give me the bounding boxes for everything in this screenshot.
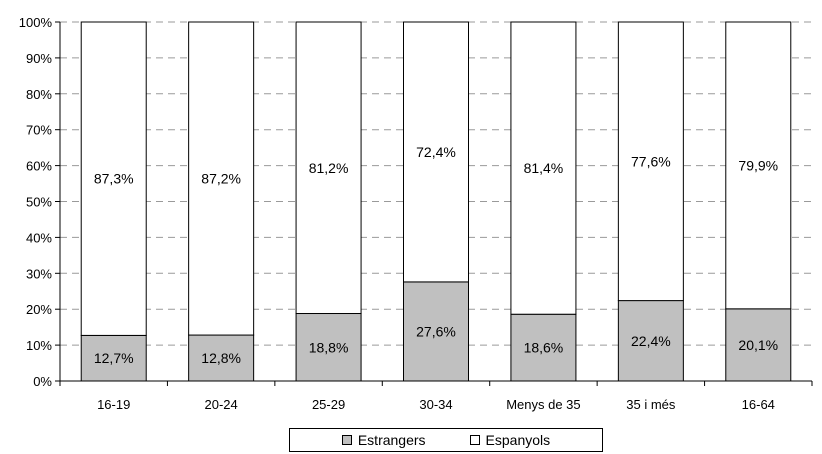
bar-espanyols (80, 21, 147, 336)
bar-label-espanyols: 87,2% (201, 171, 241, 187)
y-tick-label: 70% (26, 123, 52, 138)
x-tick-label: 30-34 (419, 397, 452, 412)
bar-label-espanyols: 77,6% (631, 153, 671, 169)
bar-estrangers (510, 313, 577, 382)
bar-label-estrangers: 12,8% (201, 350, 241, 366)
stacked-bar-chart: 12,7% 87,3% 16-19 12,8% 87,2% 20-24 18,8% 81,2%… (19, 15, 813, 412)
bar-label-estrangers: 18,6% (524, 340, 564, 356)
y-tick-label: 10% (26, 338, 52, 353)
bar-espanyols (617, 21, 684, 302)
x-tick-label: 20-24 (205, 397, 238, 412)
x-tick-label: Menys de 35 (506, 397, 580, 412)
y-tick-label: 60% (26, 159, 52, 174)
bar-label-estrangers: 12,7% (94, 350, 134, 366)
y-tick-label: 50% (26, 195, 52, 210)
y-tick-label: 20% (26, 302, 52, 317)
y-tick-label: 30% (26, 266, 52, 281)
bar-label-espanyols: 81,4% (524, 160, 564, 176)
y-tick-label: 40% (26, 230, 52, 245)
bar-estrangers (725, 308, 792, 382)
legend-label-estrangers: Estrangers (357, 432, 426, 448)
legend-item-espanyols: Espanyols (469, 432, 551, 448)
bar-label-estrangers: 20,1% (738, 337, 778, 353)
bar-estrangers (403, 281, 469, 382)
x-tick-label: 35 i més (626, 397, 676, 412)
bar-label-espanyols: 72,4% (416, 144, 456, 160)
bar-label-estrangers: 27,6% (416, 323, 456, 339)
bar-espanyols (510, 21, 577, 315)
bar-estrangers (617, 300, 684, 382)
x-tick-label: 16-19 (97, 397, 130, 412)
legend-label-espanyols: Espanyols (485, 432, 551, 448)
y-tick-label: 100% (19, 15, 53, 30)
bar-espanyols (725, 21, 792, 310)
x-tick-label: 25-29 (312, 397, 345, 412)
legend-swatch-espanyols (469, 435, 480, 445)
x-tick-label: 16-64 (742, 397, 775, 412)
bar-espanyols (403, 21, 469, 283)
bar-estrangers (295, 313, 362, 382)
bar-label-espanyols: 81,2% (309, 160, 349, 176)
y-tick-label: 80% (26, 87, 52, 102)
legend-item-estrangers: Estrangers (341, 432, 426, 448)
legend-swatch-estrangers (341, 435, 352, 445)
y-tick-label: 90% (26, 51, 52, 66)
bar-label-espanyols: 79,9% (738, 157, 778, 173)
bar-espanyols (295, 21, 362, 315)
bar-label-espanyols: 87,3% (94, 171, 134, 187)
bar-espanyols (188, 21, 255, 336)
legend: Estrangers Espanyols (289, 428, 603, 452)
bar-label-estrangers: 22,4% (631, 333, 671, 349)
y-tick-label: 0% (33, 374, 52, 389)
bar-label-estrangers: 18,8% (309, 339, 349, 355)
